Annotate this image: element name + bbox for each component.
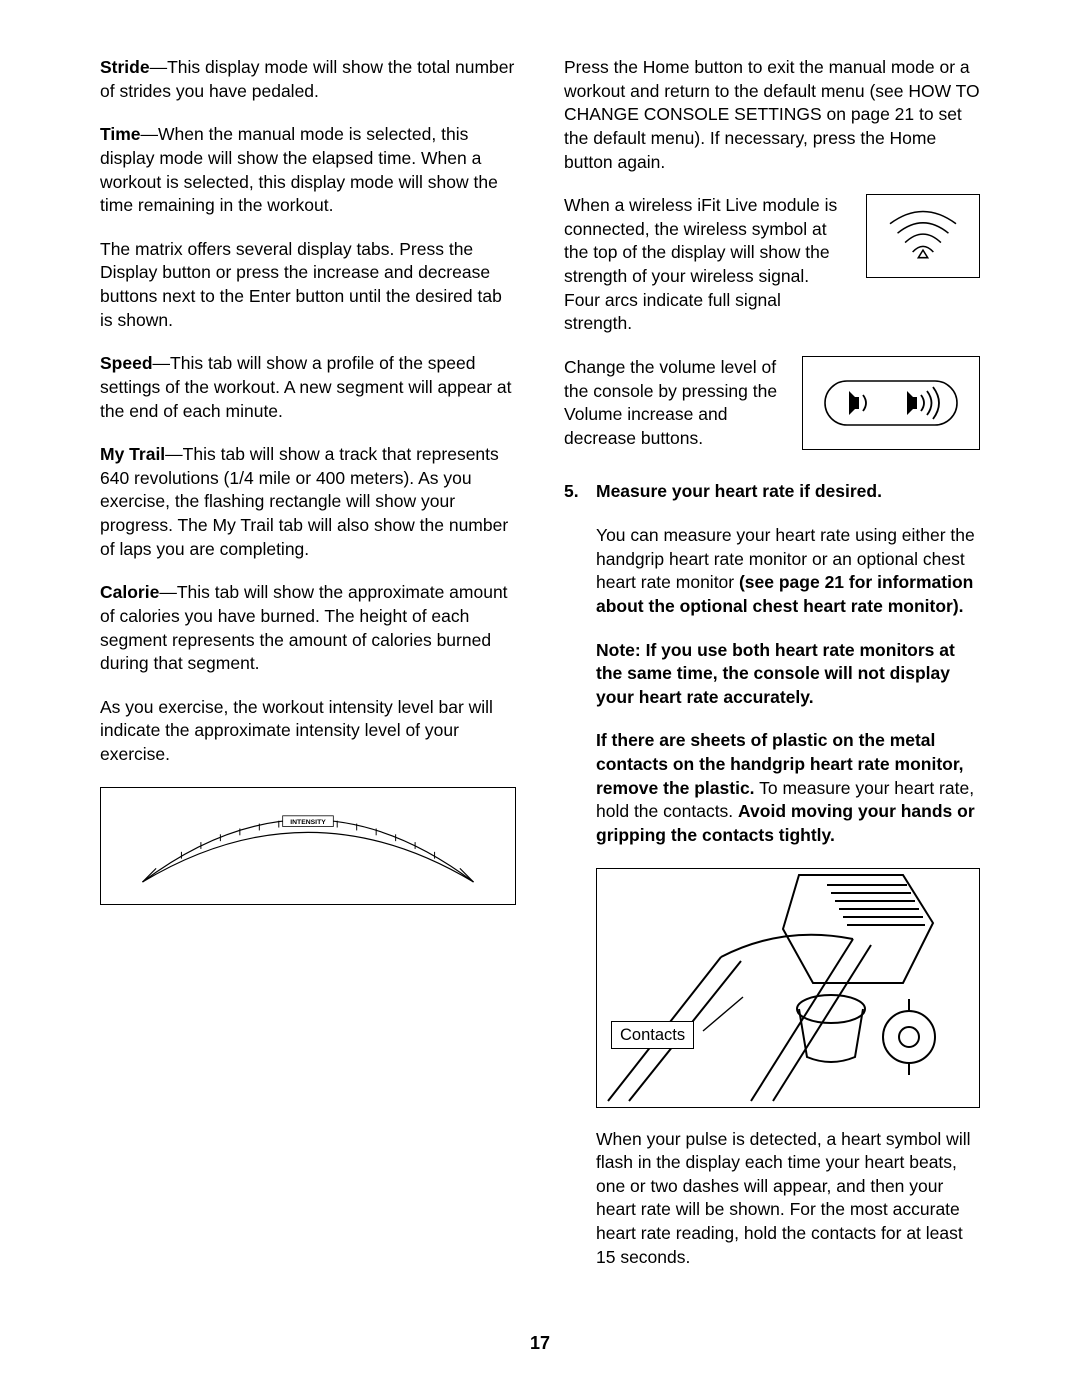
para-speed: Speed—This tab will show a profile of th… — [100, 352, 516, 423]
figure-intensity-bar: INTENSITY — [100, 787, 516, 905]
step-5-number: 5. — [564, 480, 586, 1289]
volume-icon — [811, 363, 971, 443]
para-stride: Stride—This display mode will show the t… — [100, 56, 516, 103]
para-matrix: The matrix offers several display tabs. … — [100, 238, 516, 333]
right-column: Press the Home button to exit the manual… — [564, 56, 980, 1309]
step-5: 5. Measure your heart rate if desired. Y… — [564, 480, 980, 1289]
contacts-label: Contacts — [611, 1021, 694, 1049]
step-5-heading: Measure your heart rate if desired. — [596, 480, 980, 504]
para-time: Time—When the manual mode is selected, t… — [100, 123, 516, 218]
step-5-p3: If there are sheets of plastic on the me… — [596, 729, 980, 847]
para-home-button: Press the Home button to exit the manual… — [564, 56, 980, 174]
left-column: Stride—This display mode will show the t… — [100, 56, 516, 1309]
lead-calorie: Calorie — [100, 582, 159, 602]
wifi-icon — [878, 203, 968, 269]
lead-mytrail: My Trail — [100, 444, 165, 464]
para-wifi: When a wireless iFit Live module is conn… — [564, 194, 848, 336]
lead-speed: Speed — [100, 353, 153, 373]
intensity-bar-svg: INTENSITY — [123, 791, 493, 901]
para-mytrail: My Trail—This tab will show a track that… — [100, 443, 516, 561]
handgrip-svg — [597, 869, 979, 1108]
lead-time: Time — [100, 124, 141, 144]
step-5-p2: Note: If you use both heart rate monitor… — [596, 639, 980, 710]
page-number: 17 — [0, 1331, 1080, 1355]
figure-volume-buttons — [802, 356, 980, 450]
step-5-p4: When your pulse is detected, a heart sym… — [596, 1128, 980, 1270]
para-intensity-desc: As you exercise, the workout intensity l… — [100, 696, 516, 767]
para-volume: Change the volume level of the console b… — [564, 356, 784, 451]
figure-handgrip-contacts: Contacts — [596, 868, 980, 1108]
step-5-p1: You can measure your heart rate using ei… — [596, 524, 980, 619]
figure-wifi-icon — [866, 194, 980, 278]
lead-stride: Stride — [100, 57, 150, 77]
para-calorie: Calorie—This tab will show the approxima… — [100, 581, 516, 676]
intensity-label: INTENSITY — [290, 819, 326, 826]
